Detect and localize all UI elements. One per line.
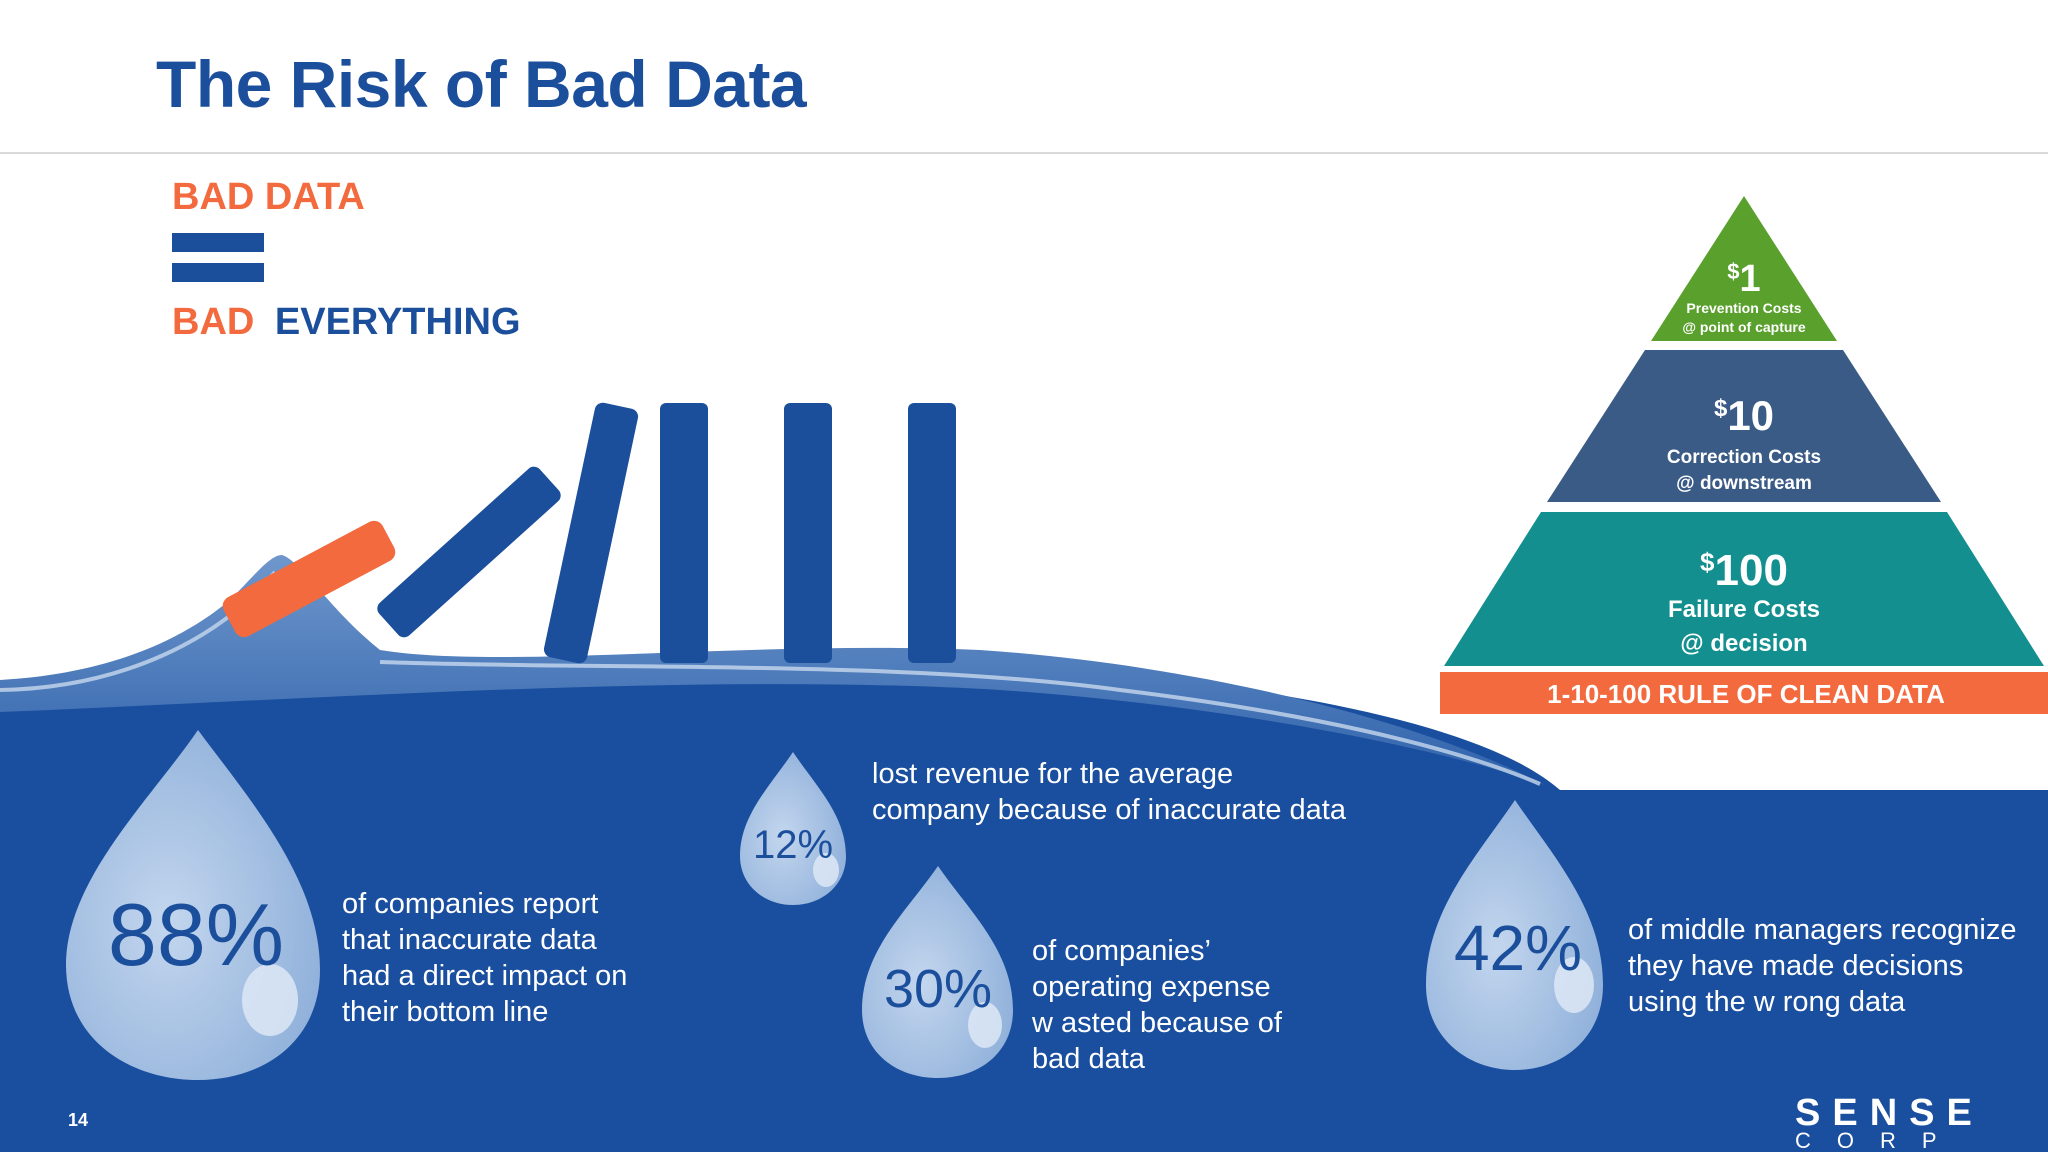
tier-1-sublabel: @ point of capture: [1682, 319, 1806, 335]
stat-12-line: lost revenue for the average: [872, 758, 1234, 790]
pyramid-tier-1: [1651, 196, 1837, 341]
stat-30-line: w asted because of: [1032, 1007, 1282, 1039]
stat-88-value: 88%: [108, 885, 284, 984]
domino-3: [543, 402, 639, 664]
svg-text:SENSE: SENSE: [1795, 1092, 1984, 1134]
stat-30-value: 30%: [884, 959, 992, 1019]
tier-3-sublabel: @ decision: [1680, 630, 1807, 657]
svg-text:CORP: CORP: [1795, 1128, 1963, 1152]
stat-30-text: of companies’ operating expense w asted …: [1032, 933, 1412, 1077]
drop-30: 30%: [862, 866, 1013, 1078]
stat-42-line: using the w rong data: [1628, 986, 1906, 1018]
sense-corp-logo: SENSE CORP: [1795, 1092, 1984, 1152]
domino-orange: [222, 520, 396, 638]
drop-12: 12%: [740, 752, 846, 905]
stat-12-line: company because of inaccurate data: [872, 794, 1346, 826]
stat-30-line: of companies’: [1032, 935, 1211, 967]
pyramid-banner-text: 1-10-100 RULE OF CLEAN DATA: [1547, 679, 1945, 709]
stat-42-text: of middle managers recognize they have m…: [1628, 912, 2043, 1020]
domino-5: [784, 403, 832, 663]
headline-bad-data: BAD DATA: [172, 176, 365, 218]
stat-12-text: lost revenue for the average company bec…: [872, 756, 1392, 828]
domino-4: [660, 403, 708, 663]
svg-text:$1: $1: [1727, 258, 1760, 300]
svg-text:$100: $100: [1700, 546, 1788, 595]
tier-2-amount: 10: [1727, 392, 1774, 439]
stat-88-line: of companies report: [342, 888, 599, 920]
stat-42-value: 42%: [1454, 912, 1582, 984]
pyramid-banner: [1440, 672, 2048, 714]
stat-88-line: had a direct impact on: [342, 960, 628, 992]
stat-12-value: 12%: [753, 823, 833, 867]
slide-number: 14: [68, 1110, 89, 1130]
pyramid-tier-2: [1547, 350, 1941, 502]
svg-text:$10: $10: [1714, 392, 1774, 439]
tier-2-currency: $: [1714, 395, 1728, 422]
title-divider: [0, 152, 2048, 154]
slide-title: The Risk of Bad Data: [156, 47, 807, 121]
stat-30-line: bad data: [1032, 1043, 1145, 1075]
tier-2-label: Correction Costs: [1667, 447, 1821, 468]
headline-everything-word: EVERYTHING: [275, 301, 521, 343]
stat-88-line: their bottom line: [342, 996, 549, 1028]
domino-2: [377, 466, 561, 638]
tier-3-amount: 100: [1715, 546, 1788, 595]
stat-88-text: of companies report that inaccurate data…: [342, 886, 722, 1030]
tier-3-labels: $100 Failure Costs @ decision: [1668, 546, 1820, 657]
stat-88-line: that inaccurate data: [342, 924, 597, 956]
drop-88: 88%: [66, 730, 320, 1080]
domino-6: [908, 403, 956, 663]
stat-42-line: they have made decisions: [1628, 950, 1964, 982]
tier-3-label: Failure Costs: [1668, 596, 1820, 623]
tier-1-currency: $: [1727, 259, 1739, 284]
tier-1-label: Prevention Costs: [1686, 300, 1801, 316]
stat-42-line: of middle managers recognize: [1628, 914, 2017, 946]
tier-3-currency: $: [1700, 547, 1715, 577]
headline-bad-everything: BAD EVERYTHING: [172, 301, 521, 343]
equals-bar-top: [172, 233, 264, 252]
tier-2-labels: $10 Correction Costs @ downstream: [1667, 392, 1821, 494]
tier-1-amount: 1: [1740, 258, 1761, 300]
tier-2-sublabel: @ downstream: [1676, 473, 1812, 494]
drop-42: 42%: [1426, 800, 1603, 1070]
tier-1-labels: $1 Prevention Costs @ point of capture: [1682, 258, 1806, 335]
headline-bad-word: BAD: [172, 301, 254, 343]
equals-bar-bottom: [172, 263, 264, 282]
stat-30-line: operating expense: [1032, 971, 1271, 1003]
pyramid-tier-3: [1444, 512, 2044, 666]
